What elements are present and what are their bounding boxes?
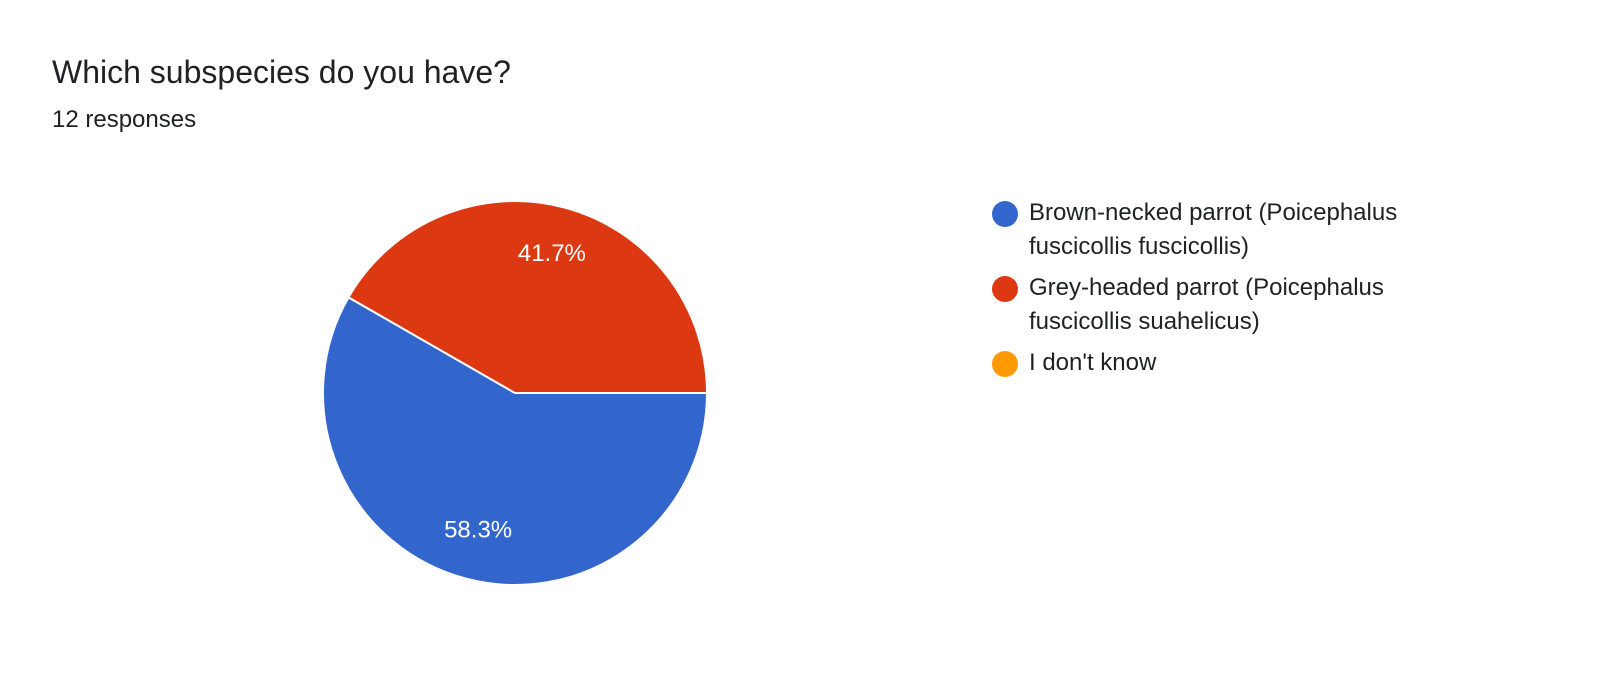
- chart-subtitle: 12 responses: [52, 106, 197, 133]
- legend-label: Brown-necked parrot (Poicephalus fuscico…: [1029, 199, 1398, 260]
- legend-item: Brown-necked parrot (Poicephalus fuscico…: [990, 196, 1460, 264]
- chart: 58.3% 41.7%: [322, 200, 709, 586]
- legend: Brown-necked parrot (Poicephalus fuscico…: [990, 196, 1460, 387]
- slice-label: 41.7%: [518, 240, 586, 267]
- pie-slice: [322, 295, 709, 586]
- legend-label: I don't know: [1029, 349, 1157, 376]
- legend-item: Grey-headed parrot (Poicephalus fuscicol…: [990, 271, 1460, 339]
- chart-title: Which subspecies do you have?: [52, 54, 511, 90]
- slice-label: 58.3%: [444, 517, 512, 544]
- legend-marker: [992, 201, 1018, 227]
- legend-marker: [992, 276, 1018, 302]
- pie-slice: [347, 200, 709, 394]
- legend-label: Grey-headed parrot (Poicephalus fuscicol…: [1029, 274, 1384, 335]
- legend-marker: [992, 351, 1018, 377]
- legend-item: I don't know: [990, 346, 1460, 380]
